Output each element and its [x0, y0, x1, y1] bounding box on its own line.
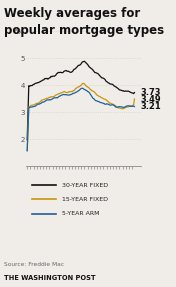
- Text: 3.49: 3.49: [141, 94, 161, 104]
- Text: THE WASHINGTON POST: THE WASHINGTON POST: [4, 275, 95, 281]
- Text: 5-YEAR ARM: 5-YEAR ARM: [62, 211, 99, 216]
- Text: 3.21: 3.21: [141, 102, 162, 111]
- Text: Source: Freddie Mac: Source: Freddie Mac: [4, 262, 64, 267]
- Text: 15-YEAR FIXED: 15-YEAR FIXED: [62, 197, 108, 202]
- Text: Weekly averages for: Weekly averages for: [4, 7, 140, 20]
- Text: popular mortgage types: popular mortgage types: [4, 24, 164, 37]
- Text: 3.73: 3.73: [141, 88, 161, 97]
- Text: 30-YEAR FIXED: 30-YEAR FIXED: [62, 183, 108, 188]
